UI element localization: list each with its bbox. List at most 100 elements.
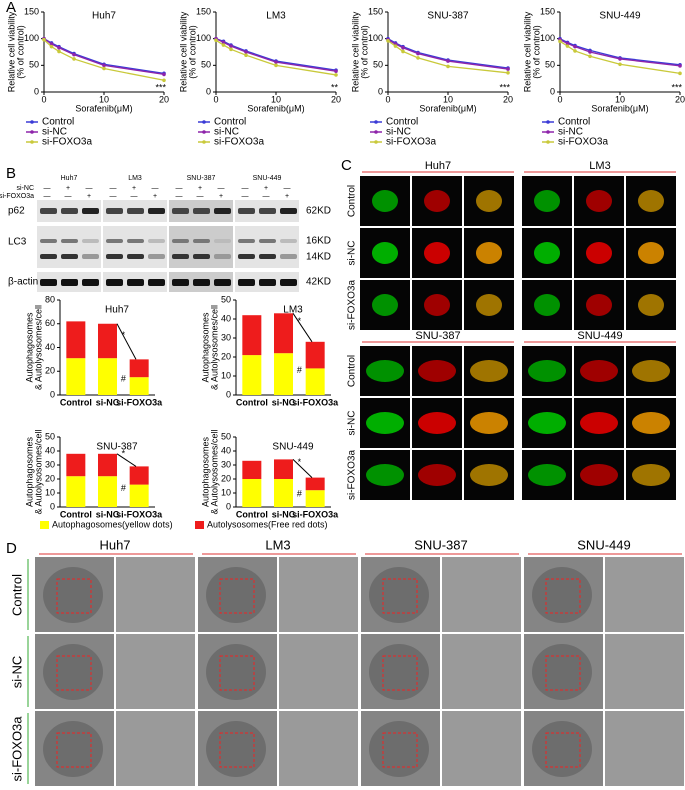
significance-line [116, 453, 137, 467]
y-tick-label: 150 [196, 6, 211, 16]
data-point [57, 45, 61, 50]
y-tick-label: 0 [378, 86, 383, 96]
cell [638, 190, 664, 212]
blot-band [280, 208, 297, 214]
x-tick-label: 10 [271, 94, 281, 104]
y-axis-label: Relative cell viability [350, 11, 360, 92]
y-axis-label: (% of control) [531, 25, 541, 79]
cell [476, 294, 502, 316]
panel-label: D [6, 540, 17, 557]
data-point [57, 49, 61, 54]
cell [366, 360, 404, 382]
legend-swatch [546, 130, 550, 134]
y-tick-label: 50 [545, 60, 555, 70]
bar-segment [305, 341, 325, 369]
blot-band [280, 254, 297, 259]
annotation: * [298, 316, 302, 326]
data-point [558, 39, 562, 44]
cell [632, 412, 670, 434]
cell [470, 412, 508, 434]
y-tick-label: 100 [540, 33, 555, 43]
blot-band [148, 208, 165, 214]
x-tick-label: 20 [331, 94, 341, 104]
annotation: ** [331, 82, 339, 92]
y-tick-label: 40 [45, 445, 55, 455]
data-point [244, 50, 248, 54]
y-axis-label: & Autolysosomes/cell [33, 429, 43, 514]
data-point [102, 63, 106, 68]
y-tick-label: 100 [368, 33, 383, 43]
lane-sign: — [176, 185, 183, 192]
cell [528, 412, 566, 434]
x-tick-label: si-NC [272, 397, 296, 407]
annotation: * [122, 330, 126, 340]
legend-label: si-FOXO3a [386, 137, 436, 148]
y-tick-label: 50 [221, 294, 231, 304]
blot-band [106, 279, 123, 286]
y-tick-label: 10 [45, 487, 55, 497]
data-point [162, 72, 166, 77]
lane-sign: — [242, 185, 249, 192]
lane-sign: — [197, 193, 204, 200]
bar-segment [129, 484, 149, 507]
y-tick-label: 150 [24, 6, 39, 16]
legend-swatch [30, 120, 34, 124]
size-label: 62KD [306, 206, 331, 217]
data-point [334, 73, 338, 77]
data-point [618, 62, 622, 67]
lane-sign: — [176, 193, 183, 200]
cell [43, 721, 103, 777]
cell [638, 242, 664, 264]
bar-segment [242, 479, 262, 507]
lane-sign: — [284, 185, 291, 192]
cell [586, 242, 612, 264]
x-axis-label: Sorafenib(μM) [419, 103, 476, 113]
image-header: SNU-449 [577, 330, 622, 342]
data-point [565, 44, 570, 48]
annotation: *** [499, 82, 510, 92]
y-tick-label: 40 [221, 313, 231, 323]
micrograph [279, 557, 358, 632]
image-header: SNU-387 [415, 330, 460, 342]
annotation: * [122, 448, 126, 458]
cell [586, 294, 612, 316]
y-tick-label: 100 [196, 33, 211, 43]
chart-title: SNU-387 [96, 442, 138, 453]
y-axis-label: Relative cell viability [178, 11, 188, 92]
cell [580, 360, 618, 382]
cell [424, 294, 450, 316]
y-tick-label: 20 [221, 473, 231, 483]
zoom-box [382, 655, 418, 691]
chart-title: Huh7 [105, 305, 129, 316]
cell [418, 412, 456, 434]
size-label: 16KD [306, 236, 331, 247]
micrograph [442, 711, 521, 786]
blot-strip [235, 226, 299, 268]
size-label: 42KD [306, 277, 331, 288]
y-tick-label: 20 [45, 473, 55, 483]
lane-sign: — [44, 193, 51, 200]
cell [369, 567, 429, 623]
cell [534, 242, 560, 264]
zoom-box [219, 732, 255, 768]
y-tick-label: 30 [221, 332, 231, 342]
x-tick-label: 10 [443, 94, 453, 104]
cell [372, 294, 398, 316]
cell [632, 360, 670, 382]
x-tick-label: Control [236, 509, 268, 519]
blot-band [193, 208, 210, 214]
blot-band [106, 208, 123, 214]
bar-segment [274, 313, 293, 354]
blot-cell-line: Huh7 [61, 175, 78, 182]
y-tick-label: 150 [368, 6, 383, 16]
blot-band [61, 279, 78, 286]
data-point [393, 44, 398, 48]
x-tick-label: 20 [159, 94, 169, 104]
bar-segment [129, 466, 149, 485]
cell [586, 190, 612, 212]
x-tick-label: si-FOXO3a [116, 509, 163, 519]
data-point [678, 64, 682, 68]
lane-sign: — [86, 185, 93, 192]
data-point [573, 49, 577, 53]
data-point [221, 40, 226, 45]
